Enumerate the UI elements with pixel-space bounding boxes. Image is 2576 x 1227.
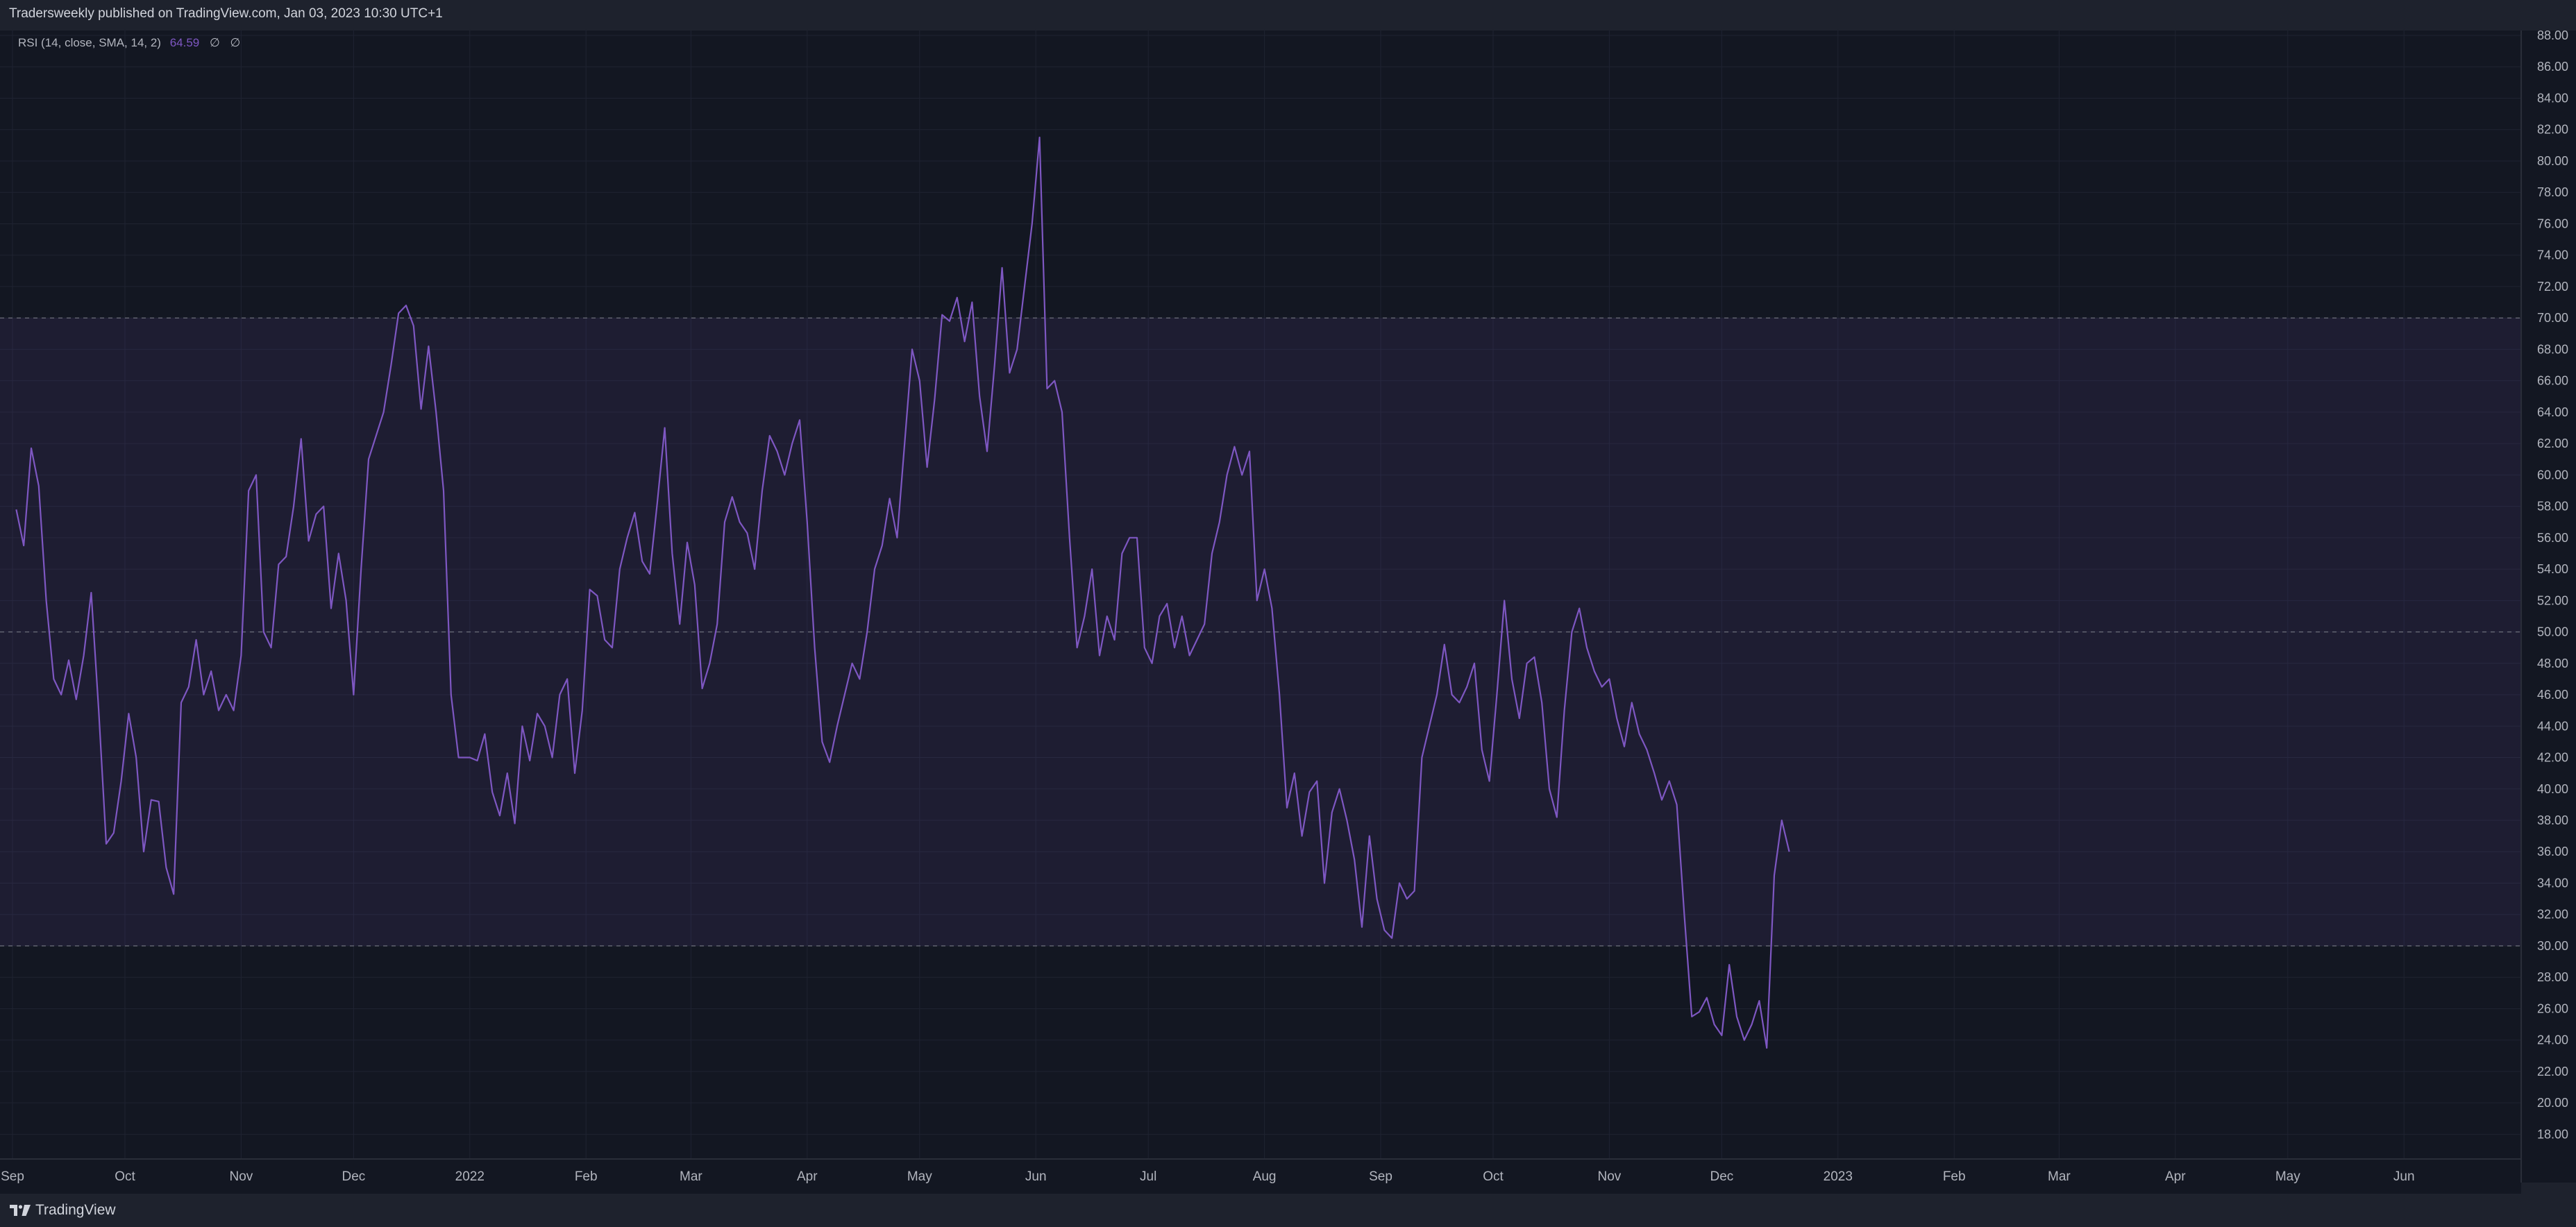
time-tick-label: May <box>907 1169 932 1184</box>
time-tick-label: Nov <box>230 1169 253 1184</box>
time-tick-label: Nov <box>1598 1169 1622 1184</box>
price-tick-label: 18.00 <box>2537 1127 2568 1141</box>
price-tick-label: 28.00 <box>2537 970 2568 984</box>
time-tick-label: Apr <box>797 1169 818 1184</box>
time-tick-label: Aug <box>1253 1169 1277 1184</box>
indicator-value: 64.59 <box>169 36 200 49</box>
time-axis-background <box>0 1159 2521 1194</box>
price-tick-label: 24.00 <box>2537 1033 2568 1047</box>
price-tick-label: 78.00 <box>2537 185 2568 199</box>
price-tick-label: 30.00 <box>2537 939 2568 953</box>
time-axis[interactable]: Sep Oct Nov Dec 2022 Feb Mar Apr May Jun Jul Aug Sep… <box>1 1169 2414 1184</box>
publisher-text: Tradersweekly published on TradingView.c… <box>9 6 443 21</box>
price-tick-label: 56.00 <box>2537 531 2568 545</box>
price-tick-label: 86.00 <box>2537 60 2568 74</box>
price-tick-label: 34.00 <box>2537 876 2568 890</box>
price-tick-label: 38.00 <box>2537 813 2568 827</box>
indicator-na-2: ∅ <box>230 36 241 49</box>
indicator-legend[interactable]: RSI (14, close, SMA, 14, 2) 64.59 ∅ ∅ <box>18 36 240 50</box>
price-tick-label: 60.00 <box>2537 468 2568 482</box>
price-tick-label: 54.00 <box>2537 562 2568 576</box>
price-tick-label: 40.00 <box>2537 782 2568 796</box>
tradingview-logo[interactable]: TradingView <box>10 1201 116 1220</box>
time-tick-label: Jun <box>1025 1169 1047 1184</box>
price-tick-label: 84.00 <box>2537 91 2568 105</box>
price-tick-label: 88.00 <box>2537 28 2568 42</box>
price-tick-label: 46.00 <box>2537 688 2568 702</box>
time-tick-label: Dec <box>1710 1169 1734 1184</box>
rsi-bands <box>0 317 2521 947</box>
price-tick-label: 68.00 <box>2537 342 2568 356</box>
price-tick-label: 66.00 <box>2537 374 2568 388</box>
price-tick-label: 26.00 <box>2537 1001 2568 1015</box>
tradingview-logo-icon <box>10 1205 31 1216</box>
price-tick-label: 64.00 <box>2537 405 2568 419</box>
time-tick-label: Dec <box>342 1169 366 1184</box>
price-tick-label: 20.00 <box>2537 1096 2568 1110</box>
time-tick-label: Feb <box>575 1169 598 1184</box>
time-tick-label: Oct <box>115 1169 135 1184</box>
rsi-chart[interactable]: 88.00 86.00 84.00 82.00 80.00 78.00 76.00 74.00… <box>0 0 2576 1194</box>
price-tick-label: 80.00 <box>2537 154 2568 168</box>
time-tick-label: Mar <box>2048 1169 2071 1184</box>
price-tick-label: 42.00 <box>2537 751 2568 765</box>
price-axis-background <box>2521 31 2576 1183</box>
price-tick-label: 50.00 <box>2537 625 2568 639</box>
indicator-na-1: ∅ <box>209 36 220 49</box>
time-tick-label: Jul <box>1140 1169 1156 1184</box>
price-tick-label: 82.00 <box>2537 123 2568 137</box>
footer-bar <box>0 1194 2576 1227</box>
time-tick-label: Sep <box>1369 1169 1392 1184</box>
price-tick-label: 74.00 <box>2537 248 2568 262</box>
price-tick-label: 70.00 <box>2537 311 2568 325</box>
price-tick-label: 58.00 <box>2537 500 2568 514</box>
price-axis[interactable]: 88.00 86.00 84.00 82.00 80.00 78.00 76.00 74.00… <box>2537 28 2568 1141</box>
plot-background <box>0 31 2521 1183</box>
price-tick-label: 48.00 <box>2537 657 2568 670</box>
price-tick-label: 22.00 <box>2537 1065 2568 1078</box>
time-tick-label: Oct <box>1483 1169 1504 1184</box>
tradingview-brand: TradingView <box>35 1202 116 1218</box>
rsi-series <box>15 136 1790 1049</box>
price-tick-label: 36.00 <box>2537 845 2568 858</box>
price-tick-label: 32.00 <box>2537 908 2568 922</box>
time-tick-label: 2022 <box>455 1169 485 1184</box>
time-tick-label: Mar <box>680 1169 702 1184</box>
time-tick-label: Sep <box>1 1169 24 1184</box>
price-tick-label: 76.00 <box>2537 217 2568 230</box>
time-tick-label: May <box>2275 1169 2300 1184</box>
time-tick-label: Apr <box>2165 1169 2186 1184</box>
rsi-line[interactable] <box>15 136 1790 1049</box>
price-tick-label: 72.00 <box>2537 280 2568 294</box>
price-tick-label: 62.00 <box>2537 437 2568 450</box>
time-tick-label: Feb <box>1943 1169 1966 1184</box>
time-tick-label: Jun <box>2393 1169 2415 1184</box>
publisher-header: Tradersweekly published on TradingView.c… <box>0 0 2576 31</box>
price-tick-label: 44.00 <box>2537 719 2568 733</box>
indicator-title[interactable]: RSI (14, close, SMA, 14, 2) <box>18 36 161 49</box>
price-tick-label: 52.00 <box>2537 593 2568 607</box>
time-tick-label: 2023 <box>1824 1169 1853 1184</box>
